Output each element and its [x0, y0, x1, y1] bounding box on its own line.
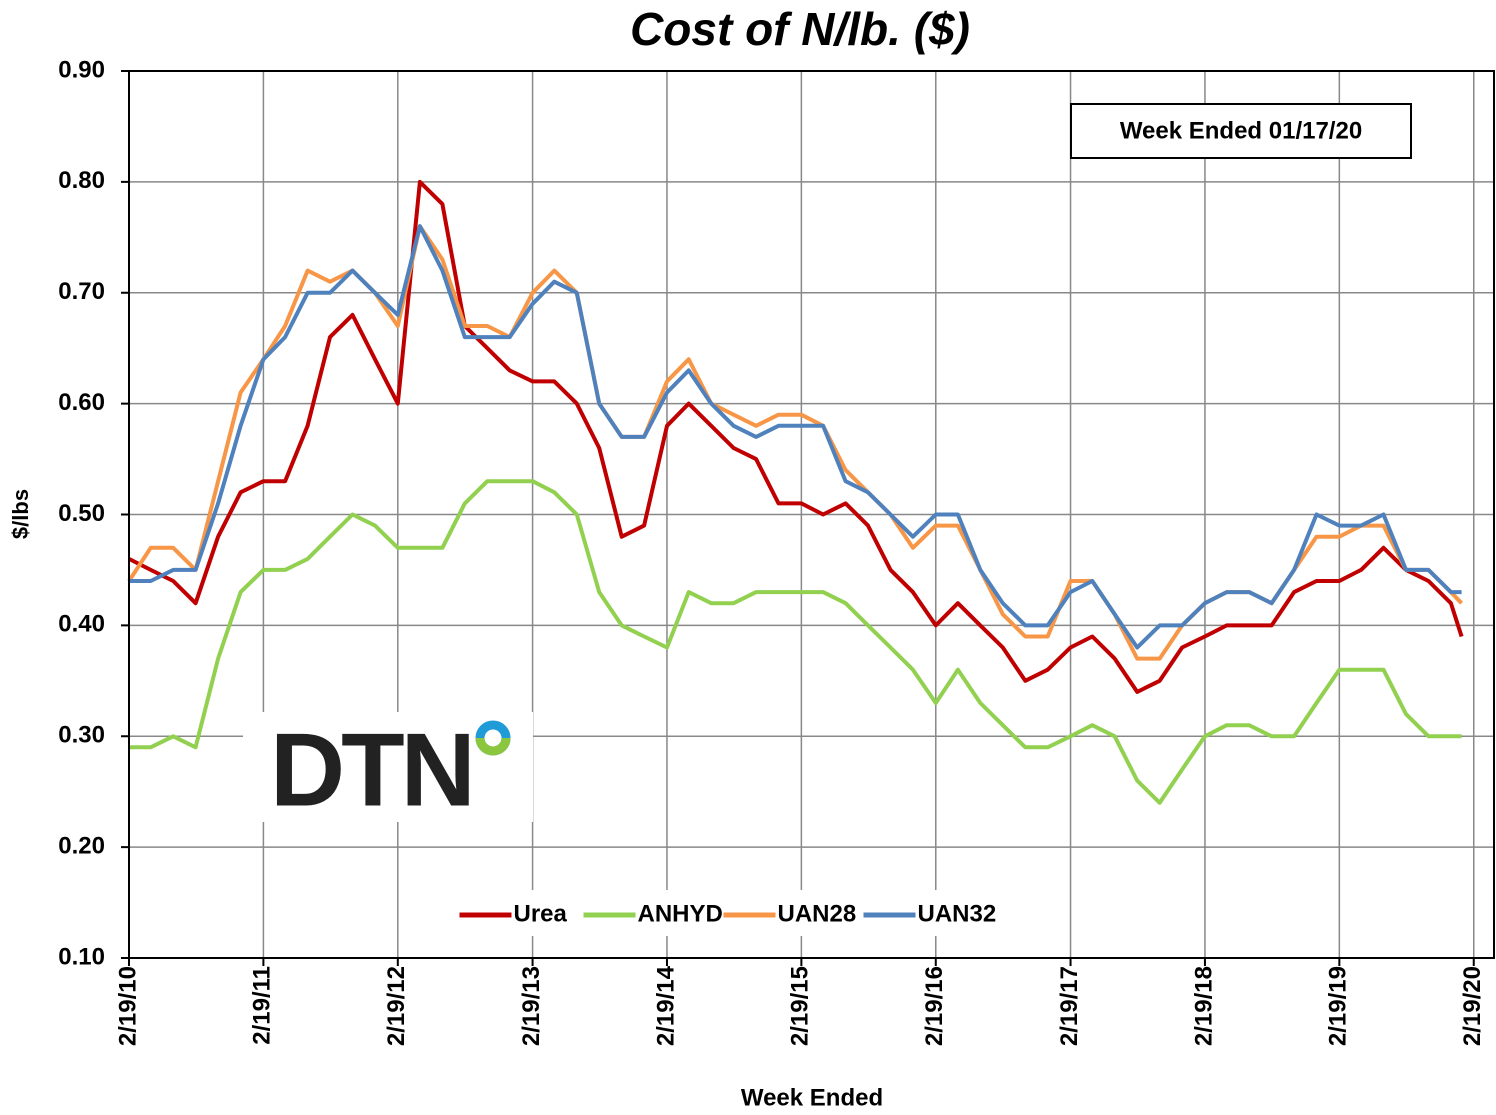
annotation: Week Ended 01/17/20: [1120, 117, 1362, 144]
x-tick-label: 2/19/16: [921, 966, 948, 1046]
x-tick-label: 2/19/15: [787, 966, 814, 1046]
x-tick-label: 2/19/14: [652, 965, 679, 1046]
x-axis-label: Week Ended: [741, 1084, 883, 1111]
grid: [128, 70, 1494, 959]
legend-label: Urea: [514, 900, 568, 927]
x-tick-label: 2/19/18: [1190, 966, 1217, 1046]
y-tick-label: 0.80: [58, 167, 105, 194]
x-tick-label: 2/19/17: [1056, 966, 1083, 1046]
chart-title: Cost of N/lb. ($): [630, 3, 970, 55]
y-tick-label: 0.70: [58, 278, 105, 305]
x-tick-label: 2/19/19: [1325, 966, 1352, 1046]
series-line: [129, 479, 1462, 805]
legend-label: ANHYD: [638, 900, 723, 927]
series-line: [128, 179, 1464, 694]
x-tick-label: 2/19/20: [1459, 966, 1486, 1046]
x-tick-label: 2/19/10: [114, 966, 141, 1046]
y-tick-label: 0.10: [58, 943, 105, 970]
plot-lines: [127, 179, 1464, 805]
y-tick-label: 0.50: [58, 500, 105, 527]
y-tick-label: 0.20: [58, 832, 105, 859]
y-axis-label: $/lbs: [8, 489, 33, 539]
legend-label: UAN32: [918, 900, 997, 927]
x-tick-label: 2/19/11: [249, 966, 276, 1045]
x-tick-label: 2/19/13: [518, 966, 545, 1046]
legend-label: UAN28: [778, 900, 857, 927]
logo-dot-lower: [475, 737, 511, 756]
x-tick-label: 2/19/12: [383, 966, 410, 1046]
y-tick-label: 0.40: [58, 611, 105, 638]
logo: DTN: [270, 712, 472, 828]
series-line: [129, 224, 1462, 650]
y-tick-label: 0.90: [58, 56, 105, 83]
y-tick-label: 0.30: [58, 722, 105, 749]
y-tick-label: 0.60: [58, 389, 105, 416]
annotation-box: [1070, 103, 1412, 159]
